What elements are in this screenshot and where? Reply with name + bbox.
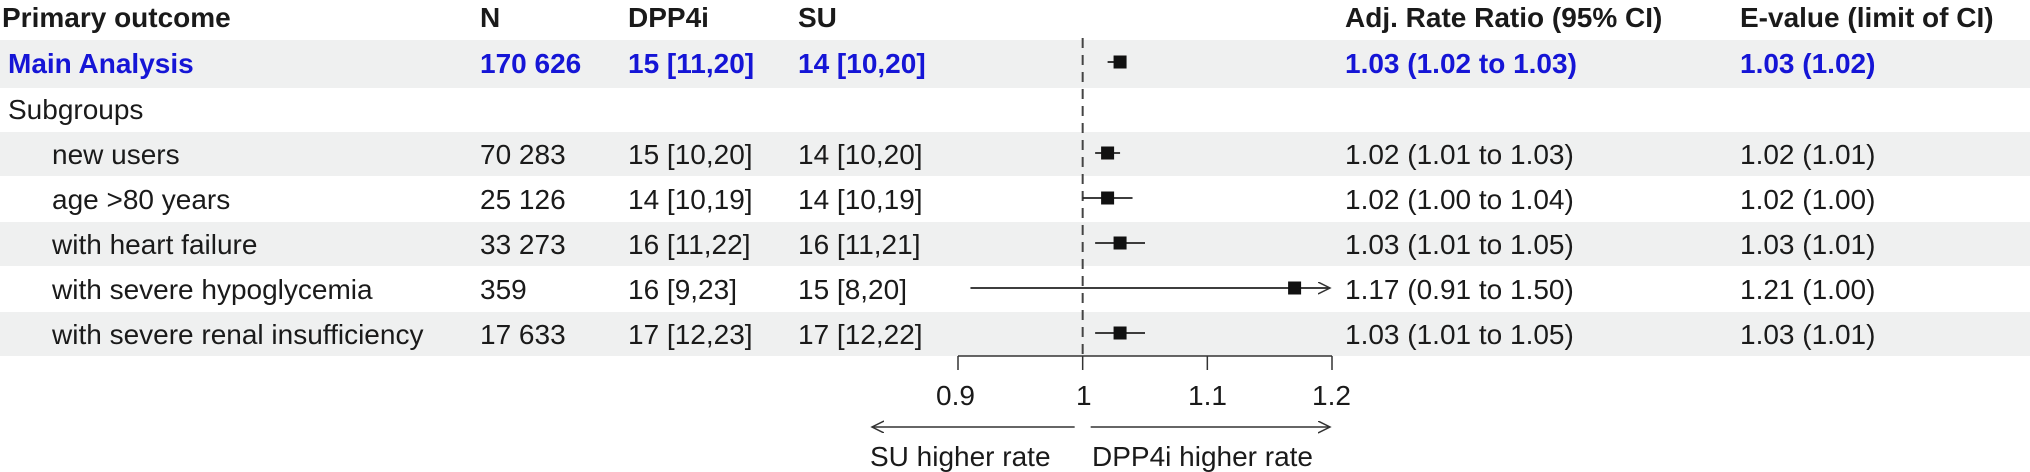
row-ratio: 1.17 (0.91 to 1.50) bbox=[1345, 274, 1574, 305]
row-evalue: 1.02 (1.01) bbox=[1740, 139, 1876, 170]
row-label: Main Analysis bbox=[8, 48, 194, 79]
arrow-left-label: SU higher rate bbox=[870, 441, 1051, 472]
row-dpp4i: 16 [9,23] bbox=[628, 274, 737, 305]
row-label: with severe hypoglycemia bbox=[52, 274, 373, 305]
row-evalue: 1.02 (1.00) bbox=[1740, 184, 1876, 215]
row-su: 14 [10,20] bbox=[798, 48, 926, 79]
tick-label: 1.2 bbox=[1312, 380, 1351, 411]
row-evalue: 1.03 (1.02) bbox=[1740, 48, 1876, 79]
row-n: 33 273 bbox=[480, 229, 566, 260]
arrow-right-label: DPP4i higher rate bbox=[1092, 441, 1314, 472]
row-stripe bbox=[0, 312, 2030, 356]
row-dpp4i: 16 [11,22] bbox=[628, 229, 751, 260]
row-evalue: 1.03 (1.01) bbox=[1740, 229, 1876, 260]
estimate-square bbox=[1113, 326, 1127, 340]
row-n: 17 633 bbox=[480, 319, 566, 350]
estimate-square bbox=[1113, 236, 1127, 250]
row-su: 17 [12,22] bbox=[798, 319, 923, 350]
row-label: with heart failure bbox=[52, 229, 258, 260]
row-dpp4i: 14 [10,19] bbox=[628, 184, 753, 215]
row-evalue: 1.03 (1.01) bbox=[1740, 319, 1876, 350]
row-label: with severe renal insufficiency bbox=[52, 319, 424, 350]
header-n: N bbox=[480, 2, 501, 33]
row-su: 15 [8,20] bbox=[798, 274, 907, 305]
row-su: 16 [11,21] bbox=[798, 229, 921, 260]
header-ratio: Adj. Rate Ratio (95% CI) bbox=[1345, 2, 1663, 33]
subgroups-label: Subgroups bbox=[8, 94, 144, 125]
row-n: 359 bbox=[480, 274, 527, 305]
estimate-square bbox=[1288, 281, 1302, 295]
row-label: age >80 years bbox=[52, 184, 231, 215]
row-stripe bbox=[0, 222, 2030, 266]
row-n: 70 283 bbox=[480, 139, 566, 170]
tick-label: 0.9 bbox=[936, 380, 975, 411]
row-n: 170 626 bbox=[480, 48, 582, 79]
row-label: new users bbox=[52, 139, 180, 170]
row-stripe bbox=[0, 132, 2030, 176]
header-evalue: E-value (limit of CI) bbox=[1740, 2, 1994, 33]
header-dpp4i: DPP4i bbox=[628, 2, 709, 33]
row-ratio: 1.02 (1.00 to 1.04) bbox=[1345, 184, 1574, 215]
estimate-square bbox=[1113, 55, 1127, 69]
row-ratio: 1.02 (1.01 to 1.03) bbox=[1345, 139, 1574, 170]
row-su: 14 [10,20] bbox=[798, 139, 923, 170]
header-su: SU bbox=[798, 2, 837, 33]
row-su: 14 [10,19] bbox=[798, 184, 923, 215]
row-dpp4i: 17 [12,23] bbox=[628, 319, 753, 350]
row-ratio: 1.03 (1.01 to 1.05) bbox=[1345, 229, 1574, 260]
row-ratio: 1.03 (1.02 to 1.03) bbox=[1345, 48, 1577, 79]
row-dpp4i: 15 [10,20] bbox=[628, 139, 753, 170]
estimate-square bbox=[1101, 146, 1115, 160]
row-ratio: 1.03 (1.01 to 1.05) bbox=[1345, 319, 1574, 350]
tick-label: 1 bbox=[1076, 380, 1092, 411]
estimate-square bbox=[1101, 191, 1115, 205]
row-evalue: 1.21 (1.00) bbox=[1740, 274, 1876, 305]
row-stripe bbox=[0, 40, 2030, 88]
tick-label: 1.1 bbox=[1188, 380, 1227, 411]
row-dpp4i: 15 [11,20] bbox=[628, 48, 755, 79]
header-outcome: Primary outcome bbox=[2, 2, 231, 33]
row-n: 25 126 bbox=[480, 184, 566, 215]
